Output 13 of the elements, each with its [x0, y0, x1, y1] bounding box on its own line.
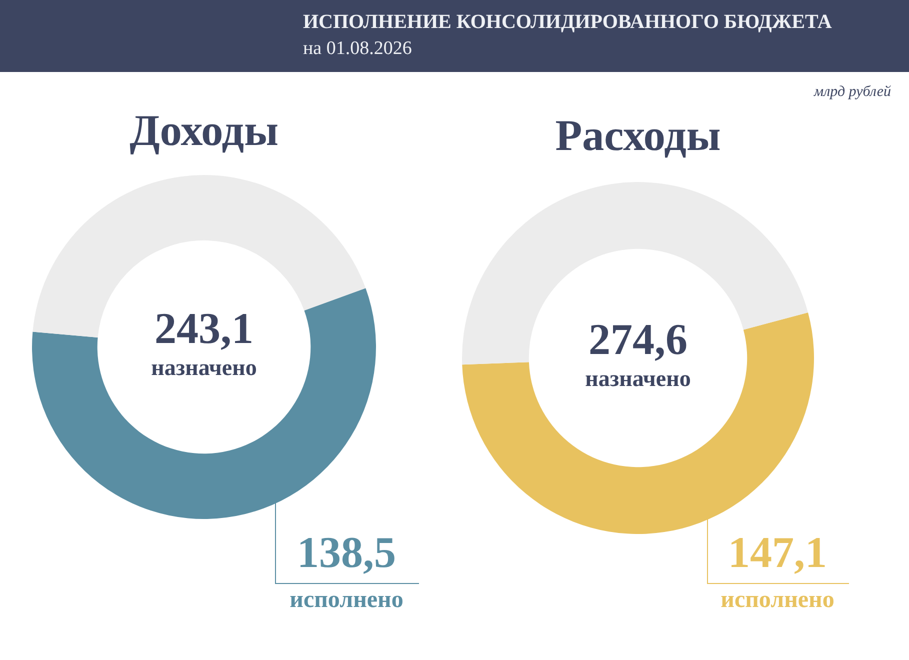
chart-title: Доходы	[128, 105, 280, 156]
data-label: 138,5	[296, 527, 397, 579]
text: 243,1	[154, 304, 254, 353]
text: ИСПОЛНЕНИЕ КОНСОЛИДИРОВАННОГО БЮДЖЕТА	[303, 10, 832, 35]
text: на 01.08.2026	[303, 37, 413, 61]
slice-label: исполнено	[288, 586, 404, 615]
chart-title: Расходы	[554, 110, 722, 161]
text: млрд рублей	[814, 84, 891, 101]
text: 274,6	[588, 315, 688, 364]
data-label: 147,1	[727, 527, 828, 579]
slice-label: исполнено	[720, 586, 836, 615]
text: назначено	[584, 365, 692, 393]
text: назначено	[150, 354, 258, 382]
